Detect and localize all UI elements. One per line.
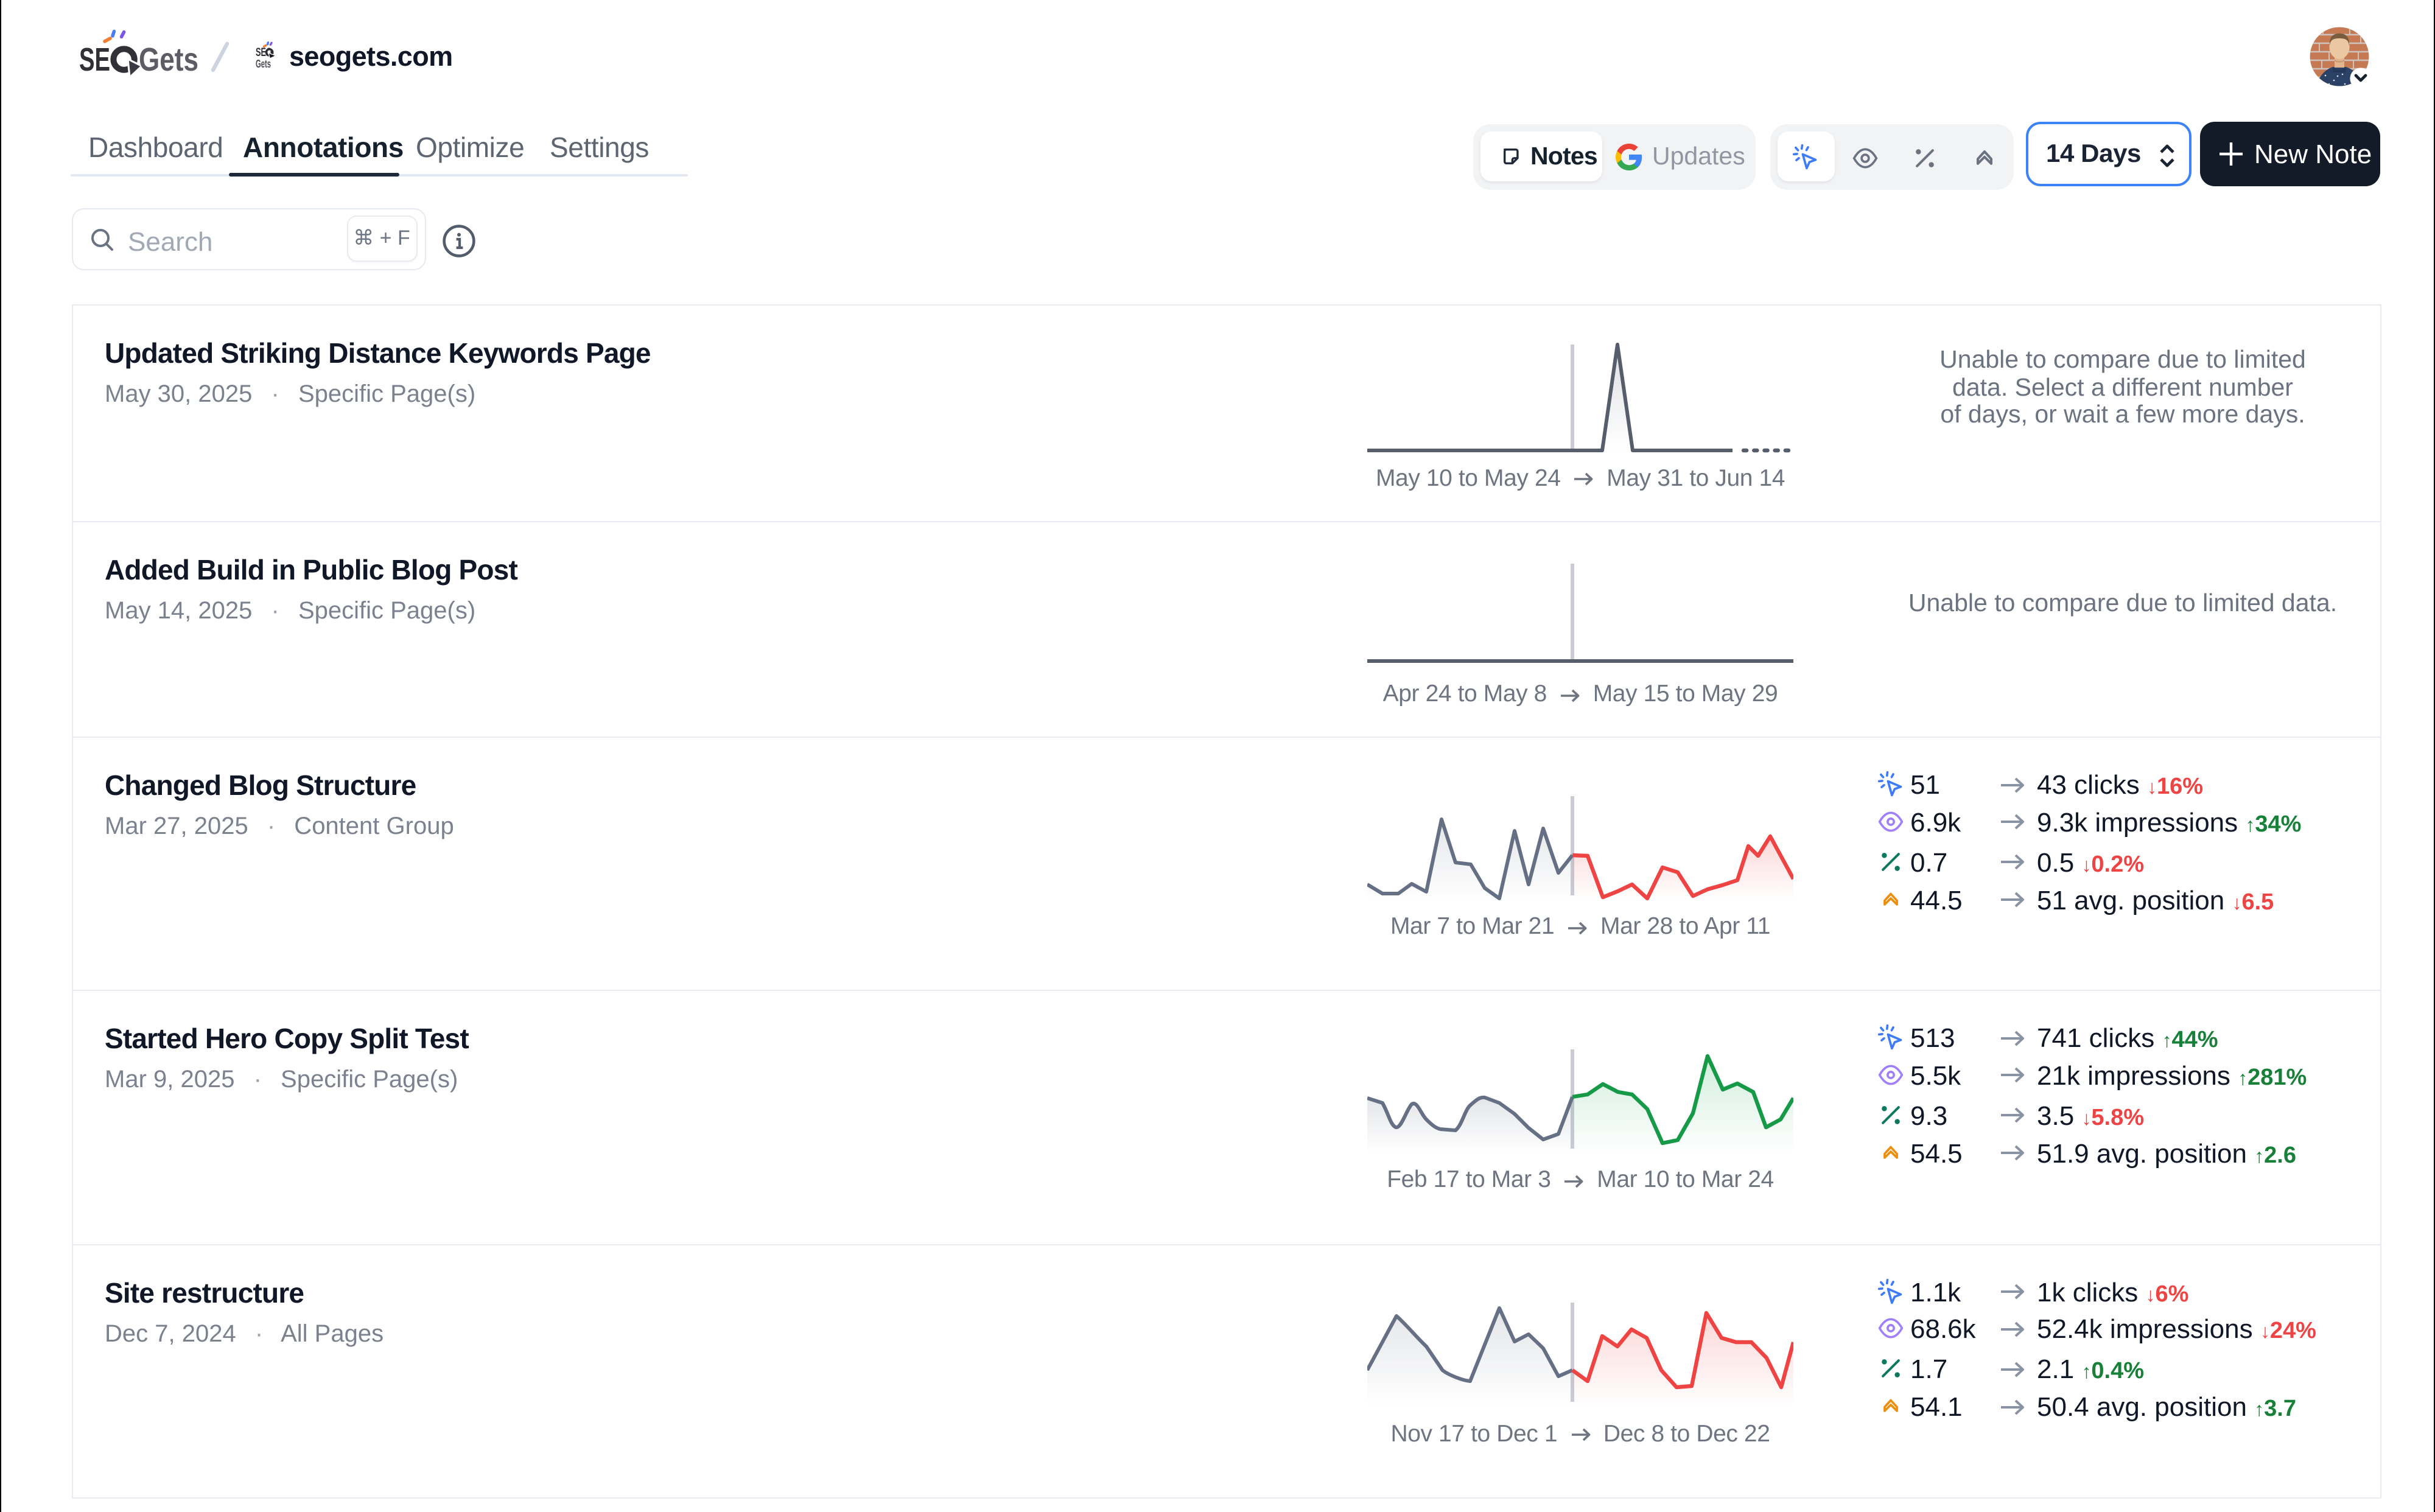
svg-text:Gets: Gets: [256, 58, 271, 69]
svg-text:Gets: Gets: [139, 41, 198, 78]
svg-text:SE: SE: [79, 41, 110, 78]
